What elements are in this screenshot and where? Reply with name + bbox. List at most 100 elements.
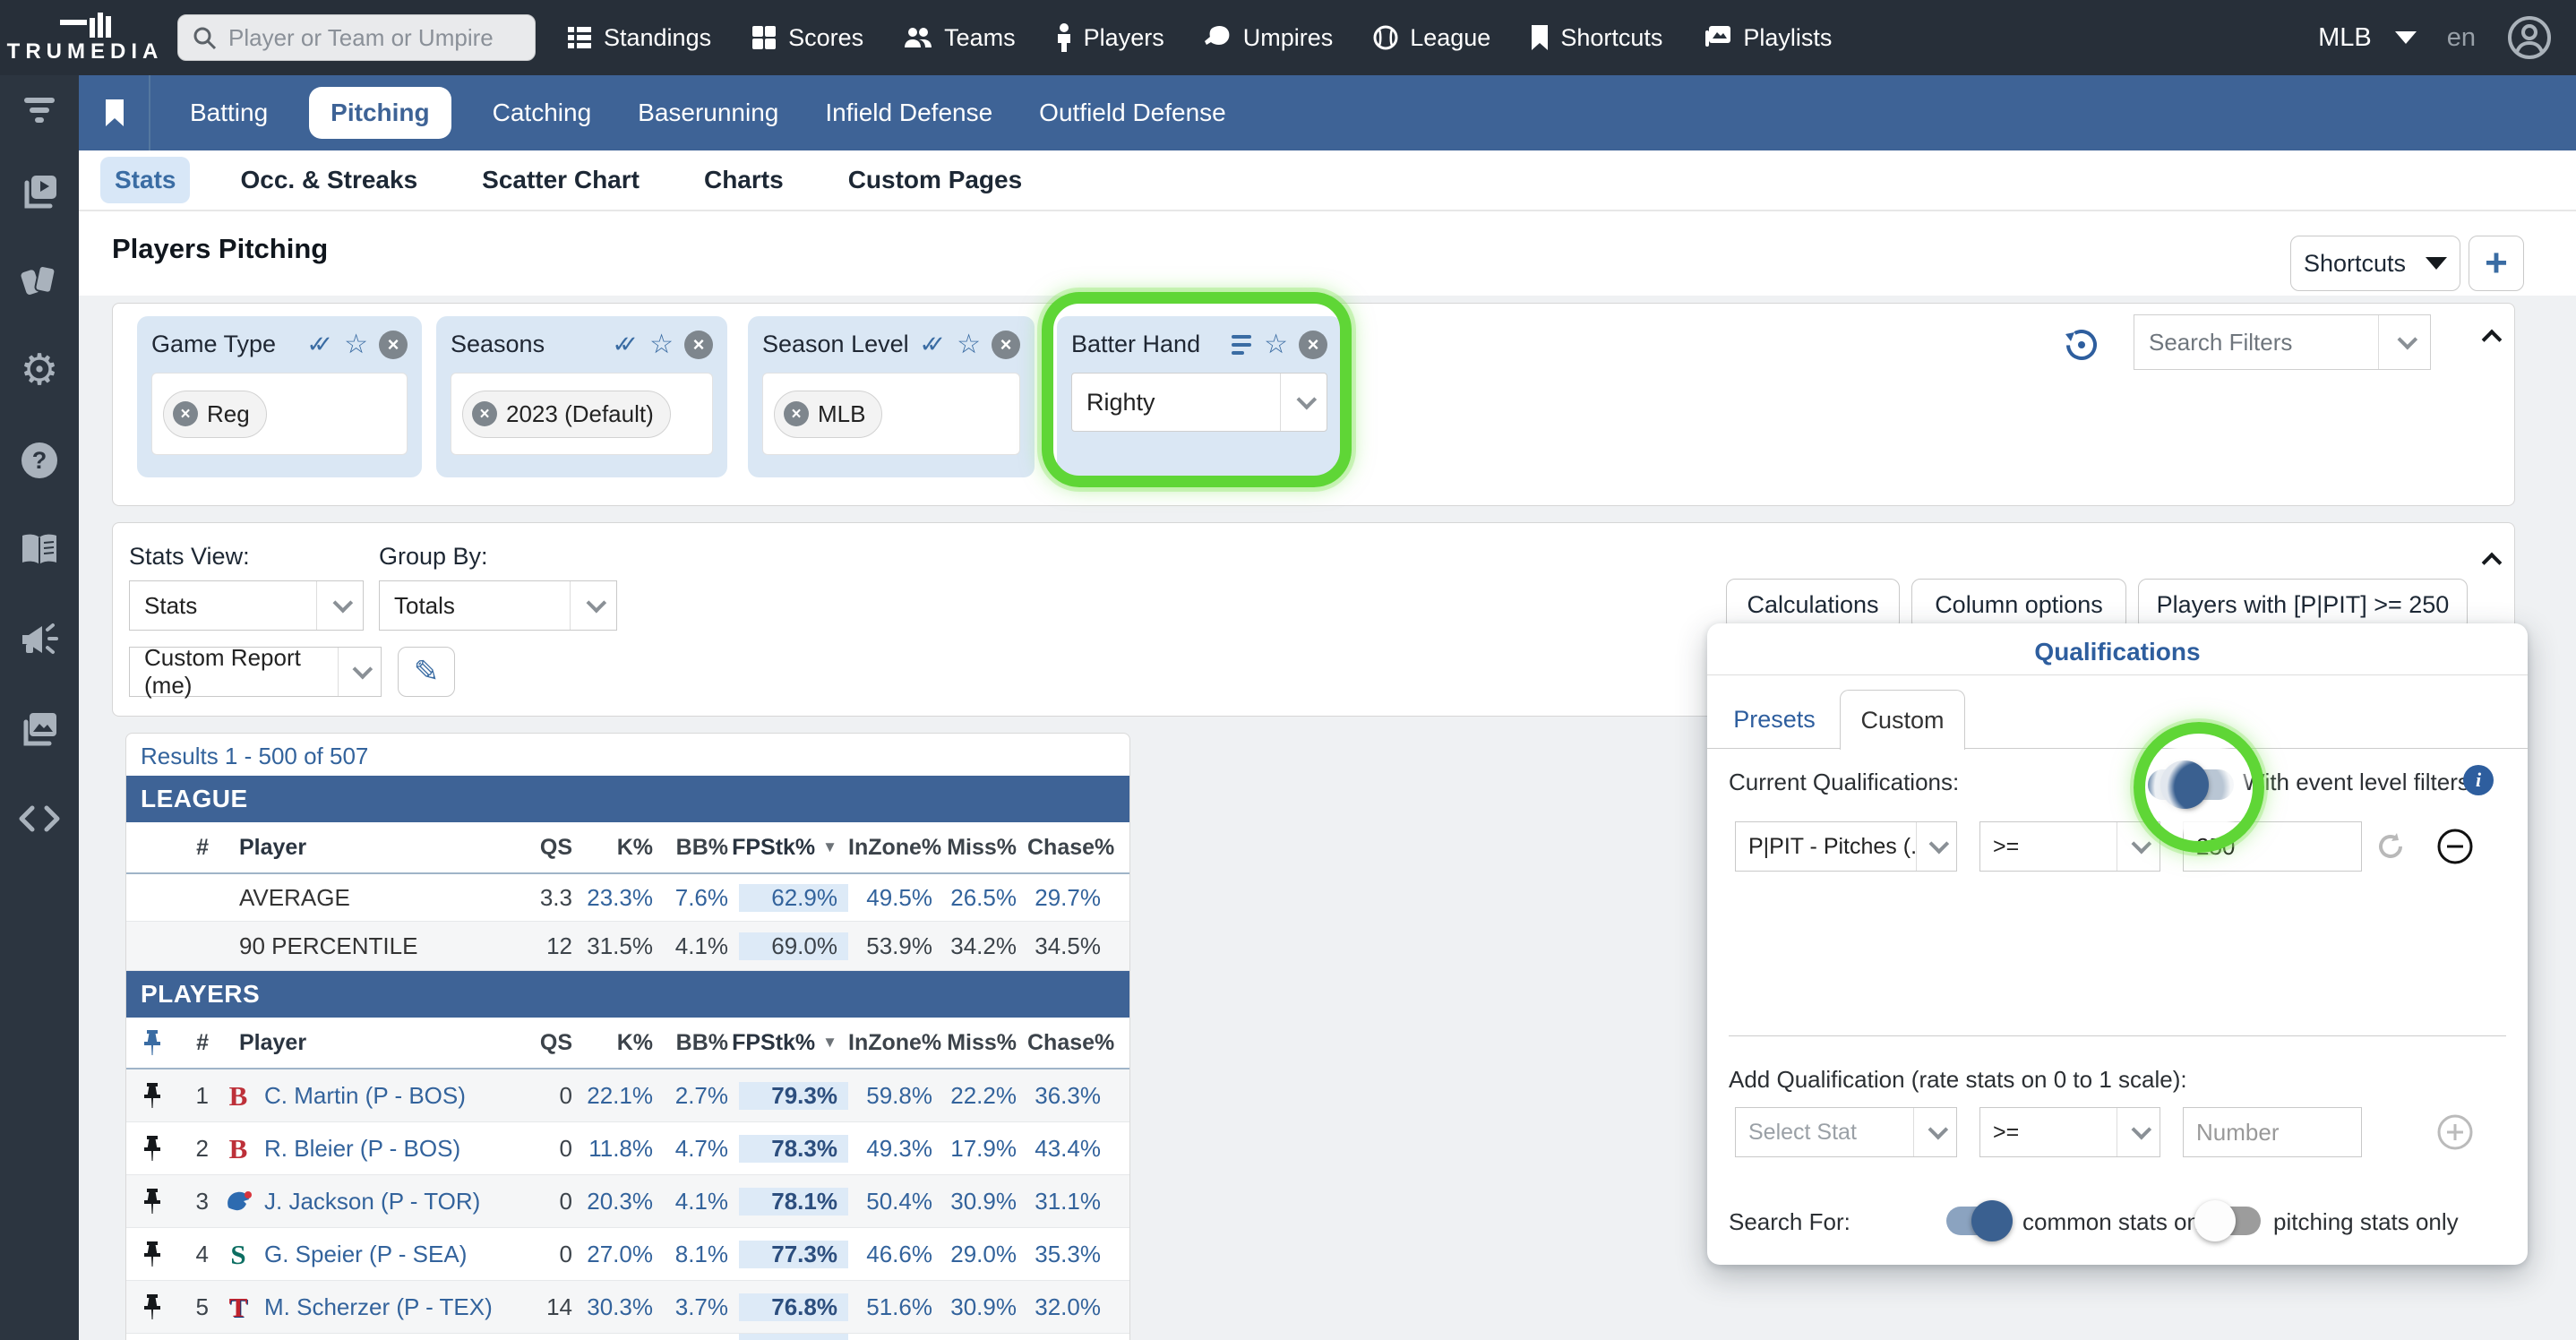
qualification-operator-select[interactable]: >= [1979,821,2160,872]
video-playlist-icon[interactable] [0,147,79,236]
collapse-filters-chevron[interactable] [2481,329,2503,351]
common-stats-toggle[interactable] [1946,1200,2013,1241]
tab-presets[interactable]: Presets [1733,705,1816,733]
gear-icon[interactable]: ⚙ [20,347,59,394]
filter-icon[interactable] [0,75,79,147]
add-value-input[interactable] [2183,1107,2362,1157]
saved-reports-bookmark-icon[interactable] [104,99,125,127]
tab-custom-pages[interactable]: Custom Pages [847,166,1023,193]
tab-infield-defense[interactable]: Infield Defense [825,99,993,126]
player-link[interactable]: R. Bleier (P - BOS) [264,1134,461,1162]
filter-chip[interactable]: × 2023 (Default) [462,390,671,438]
tab-pitching[interactable]: Pitching [309,87,451,139]
add-qualification-icon[interactable] [2436,1113,2474,1151]
col-miss[interactable]: Miss% [947,834,1017,860]
list-options-icon[interactable] [1232,334,1253,355]
collapse-controls-chevron[interactable] [2481,552,2503,574]
nav-players[interactable]: Players [1055,23,1164,52]
pin-icon[interactable] [143,1293,161,1320]
results-count[interactable]: Results 1 - 500 of 507 [141,743,369,769]
col-k[interactable]: K% [616,834,653,860]
player-link[interactable]: G. Speier (P - SEA) [264,1240,468,1267]
add-stat-select[interactable]: Select Stat [1735,1107,1957,1157]
pitching-stats-toggle[interactable] [2194,1200,2261,1241]
nav-umpires[interactable]: Umpires [1204,24,1333,52]
remove-chip-icon[interactable]: × [472,401,497,426]
nav-standings[interactable]: Standings [566,24,711,52]
account-avatar-icon[interactable] [2506,14,2553,61]
star-icon[interactable]: ☆ [1264,330,1288,359]
select-all-icon[interactable]: ✓✓ [919,331,946,357]
pin-all-icon[interactable] [143,1029,161,1056]
remove-filter-icon[interactable]: × [1299,330,1327,359]
trumedia-logo[interactable]: TRUMEDIA [0,0,170,75]
remove-filter-icon[interactable]: × [379,330,408,359]
remove-qualification-icon[interactable] [2436,828,2474,865]
global-search[interactable] [177,14,536,61]
pin-icon[interactable] [143,1082,161,1109]
tab-outfield-defense[interactable]: Outfield Defense [1039,99,1226,126]
col-fpstk-sorted[interactable]: FPStk% ▼ [732,1029,837,1055]
remove-filter-icon[interactable]: × [992,330,1020,359]
edit-report-button[interactable]: ✎ [398,647,455,697]
qualifications-button[interactable]: Players with [P|PIT] >= 250 [2138,579,2468,631]
announcements-megaphone-icon[interactable] [0,595,79,684]
image-library-icon[interactable] [0,684,79,774]
remove-filter-icon[interactable]: × [684,330,713,359]
remove-chip-icon[interactable]: × [784,401,809,426]
tab-scatter-chart[interactable]: Scatter Chart [482,166,640,193]
info-icon[interactable]: i [2463,765,2494,795]
nav-playlists[interactable]: Playlists [1702,24,1832,52]
tab-catching[interactable]: Catching [492,99,592,126]
group-by-select[interactable]: Totals [379,580,617,631]
col-bb[interactable]: BB% [675,834,728,860]
tab-baserunning[interactable]: Baserunning [638,99,779,126]
qualification-stat-select[interactable]: P|PIT - Pitches (... [1735,821,1957,872]
col-rank[interactable]: # [196,834,209,860]
nav-shortcuts[interactable]: Shortcuts [1530,24,1662,52]
star-icon[interactable]: ☆ [649,330,674,359]
pin-icon[interactable] [143,1135,161,1162]
search-filters-input[interactable] [2134,328,2376,356]
batter-hand-select[interactable]: Righty [1071,373,1327,432]
column-options-button[interactable]: Column options [1911,579,2126,631]
qualification-value-input[interactable] [2183,821,2362,872]
select-all-icon[interactable]: ✓✓ [612,331,639,357]
player-link[interactable]: C. Martin (P - BOS) [264,1081,466,1109]
tab-occ-streaks[interactable]: Occ. & Streaks [240,166,418,193]
shortcuts-dropdown-button[interactable]: Shortcuts [2290,236,2460,291]
col-player[interactable]: Player [239,834,307,860]
player-link[interactable]: J. Jackson (P - TOR) [264,1187,481,1215]
filter-chip[interactable]: × MLB [774,390,883,438]
code-embed-icon[interactable] [0,774,79,863]
remove-chip-icon[interactable]: × [173,401,198,426]
col-fpstk-sorted[interactable]: FPStk% ▼ [732,834,837,860]
help-icon[interactable]: ? [0,416,79,505]
nav-teams[interactable]: Teams [903,24,1016,52]
filter-history-icon[interactable] [2062,325,2101,365]
tab-batting[interactable]: Batting [190,99,269,126]
search-filters-box[interactable] [2134,314,2431,370]
stats-view-select[interactable]: Stats [129,580,364,631]
filter-chip[interactable]: × Reg [163,390,267,438]
star-icon[interactable]: ☆ [344,330,368,359]
add-operator-select[interactable]: >= [1979,1107,2160,1157]
language-selector[interactable]: en [2446,22,2476,52]
col-chase[interactable]: Chase% [1027,834,1115,860]
refresh-qualification-icon[interactable] [2372,828,2409,865]
add-page-button[interactable]: + [2469,236,2524,291]
glossary-book-icon[interactable] [0,505,79,595]
star-icon[interactable]: ☆ [957,330,981,359]
col-inzone[interactable]: InZone% [848,834,942,860]
nav-scores[interactable]: Scores [751,24,863,52]
pin-icon[interactable] [143,1241,161,1267]
tab-charts[interactable]: Charts [703,166,784,193]
global-search-input[interactable] [227,22,513,53]
nav-league[interactable]: League [1372,24,1490,52]
select-all-icon[interactable]: ✓✓ [306,331,333,357]
player-link[interactable]: M. Scherzer (P - TEX) [264,1293,493,1320]
league-selector[interactable]: MLB [2318,23,2417,53]
custom-report-select[interactable]: Custom Report (me) [129,644,382,699]
flashcards-icon[interactable] [0,236,79,326]
tab-custom[interactable]: Custom [1840,690,1965,750]
